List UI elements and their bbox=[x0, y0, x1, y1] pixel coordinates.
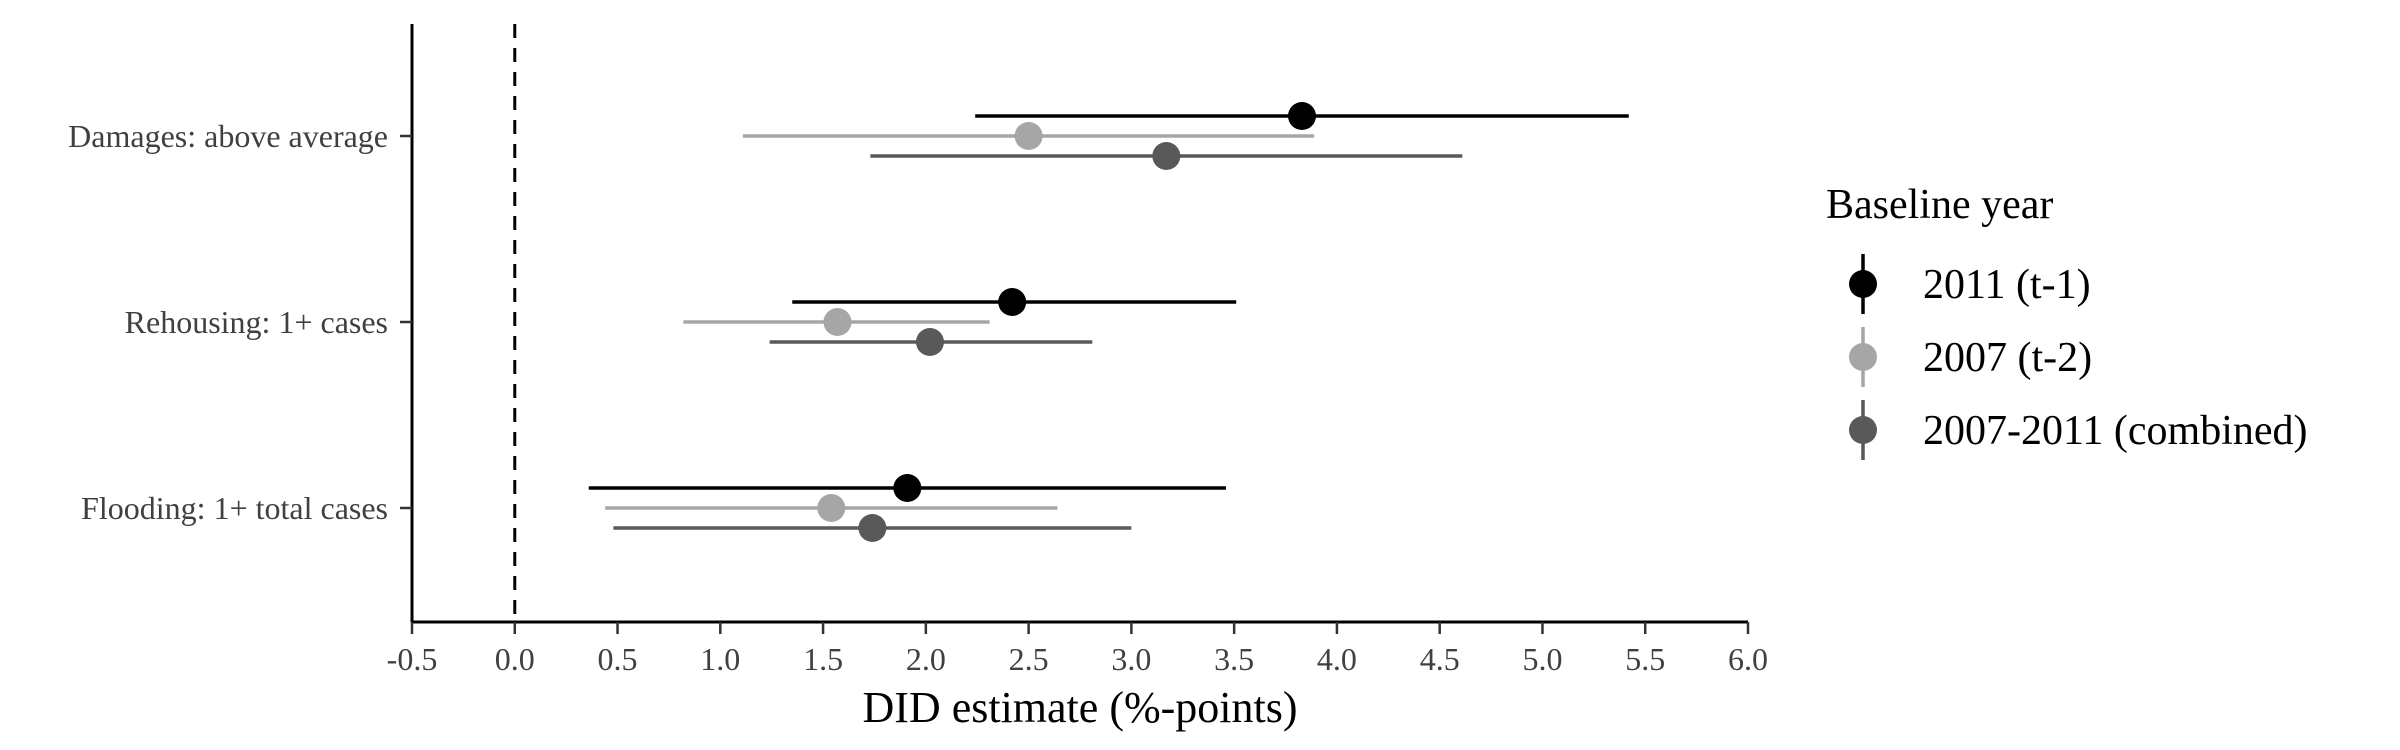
y-tick-label: Damages: above average bbox=[68, 118, 388, 154]
x-tick-label: 3.5 bbox=[1214, 641, 1254, 677]
point-estimate bbox=[915, 328, 944, 356]
legend-key-point bbox=[1849, 416, 1877, 444]
x-tick-label: 5.5 bbox=[1625, 641, 1665, 677]
legend-title: Baseline year bbox=[1826, 182, 2053, 228]
x-tick-label: 4.0 bbox=[1317, 641, 1357, 677]
y-tick-label: Flooding: 1+ total cases bbox=[81, 490, 388, 526]
plot-area bbox=[588, 102, 1629, 542]
point-estimate bbox=[823, 308, 852, 336]
legend: Baseline year 2011 (t-1) 2007 (t-2) 2007-2… bbox=[1826, 182, 2308, 460]
x-tick-label: 2.5 bbox=[1009, 641, 1049, 677]
point-estimate bbox=[817, 494, 846, 522]
legend-label: 2011 (t-1) bbox=[1923, 262, 2091, 308]
x-tick-label: 5.0 bbox=[1522, 641, 1562, 677]
legend-item: 2007-2011 (combined) bbox=[1849, 400, 2308, 460]
legend-item: 2011 (t-1) bbox=[1849, 254, 2091, 314]
point-estimate bbox=[1014, 122, 1043, 150]
y-tick-label: Rehousing: 1+ cases bbox=[125, 304, 388, 340]
legend-key-point bbox=[1849, 270, 1877, 298]
x-tick-label: 2.0 bbox=[906, 641, 946, 677]
series-1 bbox=[588, 102, 1629, 502]
x-tick-label: -0.5 bbox=[387, 641, 438, 677]
x-tick-label: 0.0 bbox=[495, 641, 535, 677]
x-axis-title: DID estimate (%-points) bbox=[863, 683, 1298, 732]
series-2 bbox=[605, 122, 1315, 522]
x-tick-label: 4.5 bbox=[1420, 641, 1460, 677]
point-estimate bbox=[998, 288, 1027, 316]
legend-key-point bbox=[1849, 343, 1877, 371]
y-axis-ticks: Damages: above average Rehousing: 1+ case… bbox=[68, 118, 412, 526]
x-tick-label: 6.0 bbox=[1728, 641, 1768, 677]
point-estimate bbox=[1152, 142, 1181, 170]
axes bbox=[410, 24, 1748, 624]
x-axis-ticks: -0.5 0.0 0.5 1.0 1.5 2.0 2.5 3.0 3.5 4.0 4.5 5.0 5.5… bbox=[387, 622, 1768, 677]
point-estimate bbox=[858, 514, 887, 542]
x-tick-label: 1.5 bbox=[803, 641, 843, 677]
point-estimate bbox=[893, 474, 922, 502]
point-estimate bbox=[1287, 102, 1316, 130]
x-tick-label: 0.5 bbox=[598, 641, 638, 677]
legend-item: 2007 (t-2) bbox=[1849, 327, 2092, 387]
x-tick-label: 1.0 bbox=[700, 641, 740, 677]
x-tick-label: 3.0 bbox=[1111, 641, 1151, 677]
legend-label: 2007-2011 (combined) bbox=[1923, 408, 2308, 454]
series-3 bbox=[613, 142, 1463, 542]
legend-label: 2007 (t-2) bbox=[1923, 335, 2092, 381]
